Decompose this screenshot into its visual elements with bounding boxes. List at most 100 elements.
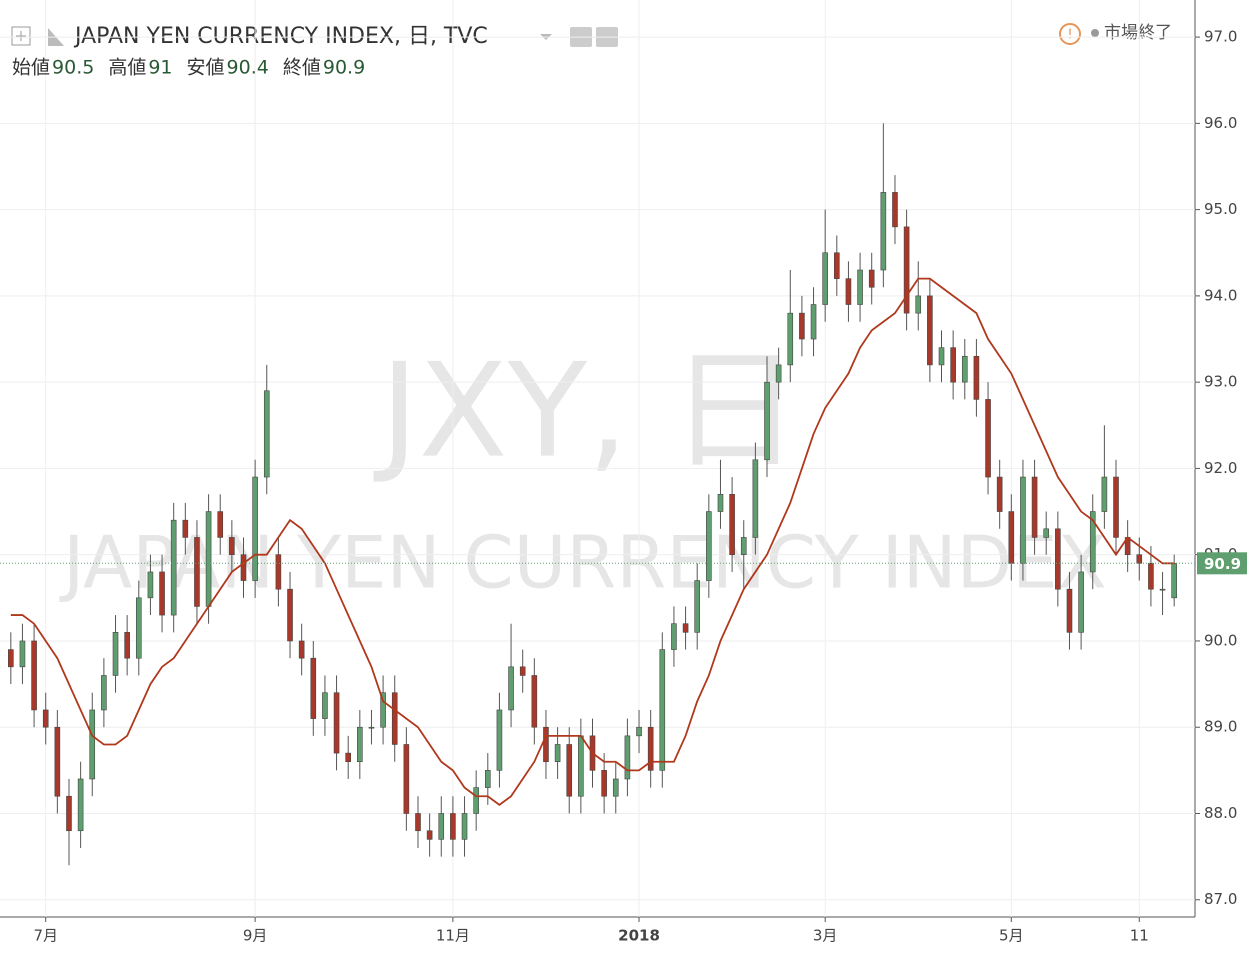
candle-body: [659, 649, 666, 771]
candle-body: [671, 623, 677, 650]
candle-body: [54, 726, 61, 797]
candle-body: [147, 571, 154, 599]
candle-body: [624, 735, 631, 780]
candle-body: [1171, 563, 1177, 599]
warning-icon[interactable]: [1059, 23, 1081, 45]
candle-body: [77, 778, 84, 832]
candle-body: [764, 381, 770, 461]
candle-body: [647, 726, 654, 771]
candle-body: [1078, 571, 1084, 633]
candle-body: [345, 752, 351, 763]
candle-body: [426, 830, 433, 840]
candle-body: [484, 770, 491, 788]
candle-body: [450, 813, 456, 840]
candle-body: [275, 554, 282, 590]
expand-icon[interactable]: [11, 26, 31, 46]
expand-icon-plus: [16, 31, 26, 41]
x-tick-label: 3月: [813, 927, 838, 945]
candle-body: [170, 519, 177, 616]
candle-body: [473, 787, 479, 814]
candle-body: [950, 347, 956, 383]
candle-body: [612, 778, 619, 797]
candle-body: [799, 312, 805, 340]
candle-body: [89, 709, 96, 780]
candle-body: [1113, 476, 1119, 538]
candle-body: [868, 269, 875, 288]
moving-average-line: [10, 277, 1175, 806]
candle-body: [217, 511, 224, 538]
candle-body: [438, 813, 445, 840]
candle-body: [996, 476, 1003, 512]
candle-body: [1031, 476, 1038, 538]
x-tick-label: 2018: [618, 927, 660, 945]
y-tick-label: 89.0: [1204, 718, 1237, 736]
candle-body: [8, 649, 14, 668]
candle-body: [694, 580, 701, 633]
legend-name: 高値: [108, 57, 146, 79]
candle-body: [182, 519, 189, 538]
candle-body: [554, 744, 561, 763]
candle-body: [310, 657, 317, 719]
candle-body: [1055, 528, 1061, 590]
legend-name: 終値: [283, 57, 321, 79]
candle-body: [415, 813, 421, 832]
candle-body: [1136, 554, 1143, 564]
candle-body: [915, 295, 922, 314]
candle-body: [1159, 588, 1166, 591]
candle-body: [124, 632, 130, 659]
legend-value: 91: [148, 57, 172, 79]
candle-body: [973, 355, 980, 400]
legend-value: 90.9: [323, 57, 365, 79]
y-tick-label: 94.0: [1204, 286, 1237, 304]
candle-body: [1043, 528, 1050, 538]
candle-body: [333, 692, 340, 754]
candle-body: [1089, 511, 1096, 573]
candle-body: [834, 252, 840, 279]
candle-body: [42, 709, 49, 728]
candle-body: [892, 192, 898, 228]
candle-body: [636, 726, 642, 737]
candle-body: [252, 476, 258, 581]
candle-body: [403, 744, 410, 814]
candle-body: [810, 304, 817, 340]
candle-body: [298, 640, 305, 659]
candle-body: [519, 666, 526, 676]
candle-body: [903, 226, 910, 314]
x-tick-label: 9月: [243, 927, 268, 945]
x-tick-label: 11月: [436, 927, 470, 945]
last-price-box: [1197, 552, 1247, 575]
candle-body: [101, 675, 107, 711]
y-tick-label: 87.0: [1204, 890, 1237, 908]
market-status: 市場終了: [1104, 23, 1172, 43]
candle-body: [1020, 476, 1026, 564]
candle-body: [66, 795, 72, 832]
candle-body: [508, 666, 514, 711]
watermark-name: JAPAN YEN CURRENCY INDEX: [59, 521, 1107, 605]
candle-body: [357, 726, 363, 763]
candle-body: [135, 597, 142, 659]
candle-body: [240, 554, 247, 581]
candle-body: [391, 692, 398, 745]
candle-body: [752, 459, 759, 538]
candle-body: [205, 511, 212, 607]
candle-body: [740, 537, 747, 555]
candle-body: [938, 347, 945, 366]
watermark-group: JXY, 日 JAPAN YEN CURRENCY INDEX: [59, 335, 1107, 605]
last-price-label: 90.9: [1204, 555, 1241, 573]
candle-body: [1008, 511, 1015, 564]
candle-body: [194, 537, 200, 607]
x-tick-label: 7月: [33, 927, 58, 945]
candle-body: [461, 813, 468, 840]
y-tick-label: 88.0: [1204, 804, 1237, 822]
candle-body: [682, 623, 689, 633]
candle-body: [496, 709, 503, 771]
legend-name: 始値: [12, 57, 50, 79]
candle-body: [159, 571, 165, 616]
candle-body: [368, 726, 375, 729]
candle-body: [717, 494, 724, 512]
candle-body: [543, 726, 549, 763]
candle-body: [601, 770, 607, 797]
candle-body: [566, 744, 573, 797]
